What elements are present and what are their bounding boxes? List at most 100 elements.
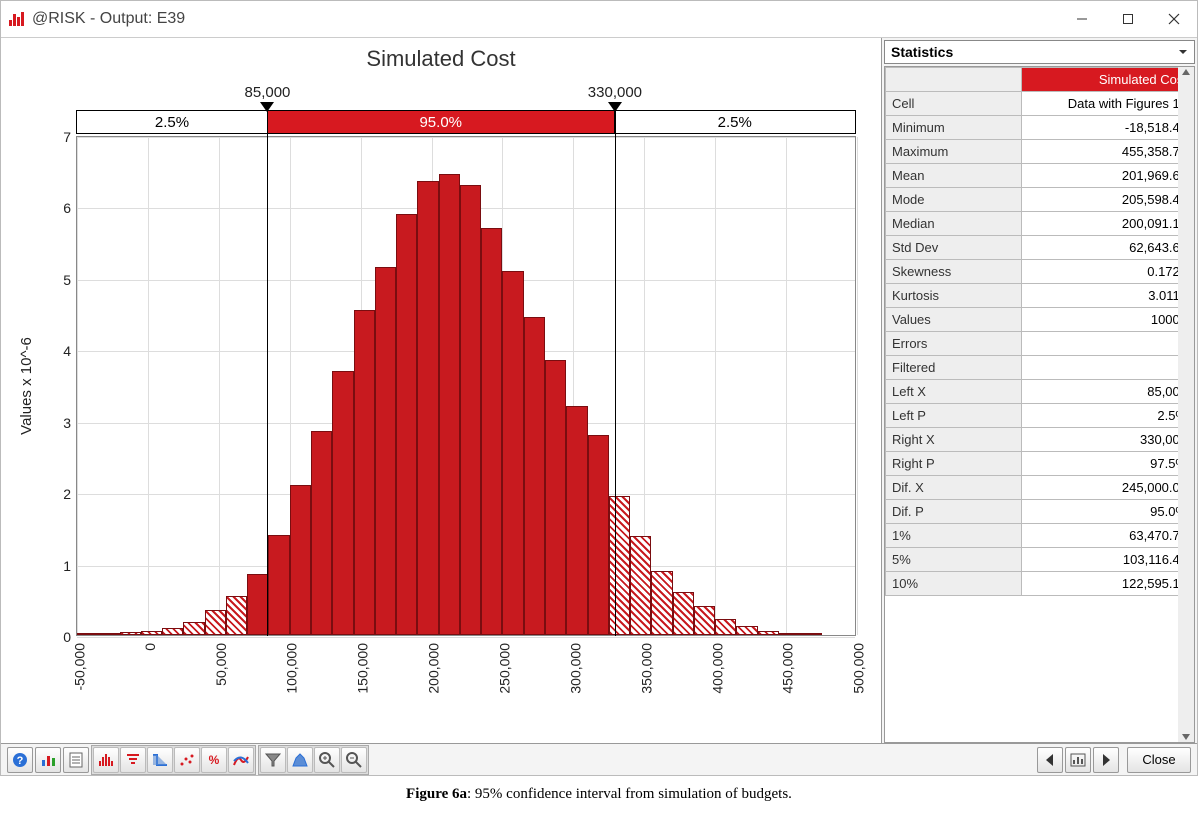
stats-row: 1%63,470.72 [886,524,1194,548]
graph-view-button[interactable] [1065,747,1091,773]
stats-row-label: Kurtosis [886,284,1022,308]
histogram-button[interactable] [93,747,119,773]
stats-row-label: Median [886,212,1022,236]
stats-row: Mean201,969.66 [886,164,1194,188]
chart-title: Simulated Cost [1,38,881,74]
stats-scrollbar[interactable] [1178,67,1194,742]
x-tick-label: 0 [142,643,158,651]
stats-row-value: 0 [1021,332,1193,356]
stats-row: Skewness0.1727 [886,260,1194,284]
app-icon [9,12,24,26]
stats-row: Dif. P95.0% [886,500,1194,524]
stats-row: 10%122,595.14 [886,572,1194,596]
prev-button[interactable] [1037,747,1063,773]
cumulative-button[interactable] [147,747,173,773]
stats-row-label: Minimum [886,116,1022,140]
y-tick-label: 6 [63,200,77,216]
fit-button[interactable] [287,747,313,773]
stats-row-label: Maximum [886,140,1022,164]
filter-button[interactable] [260,747,286,773]
histogram-bar [332,371,353,635]
help-button[interactable]: ? [7,747,33,773]
percentile-segment[interactable]: 2.5% [77,111,268,133]
toolbar: ? % Close [1,743,1197,775]
histogram-bar [226,596,247,635]
bar-chart-icon [39,751,57,769]
histogram-bar [417,181,438,635]
stats-row: Right X330,000 [886,428,1194,452]
percentile-segment[interactable]: 95.0% [268,111,615,133]
percent-button[interactable]: % [201,747,227,773]
minimize-button[interactable] [1059,1,1105,37]
scatter-icon [178,751,196,769]
histogram-bar [758,631,779,635]
next-button[interactable] [1093,747,1119,773]
tornado-button[interactable] [120,747,146,773]
right-delimiter-label: 330,000 [588,84,642,101]
x-tick-label: 200,000 [426,643,442,694]
stats-row-label: Values [886,308,1022,332]
scatter-button[interactable] [174,747,200,773]
stats-row: Mode205,598.47 [886,188,1194,212]
y-tick-label: 1 [63,558,77,574]
maximize-button[interactable] [1105,1,1151,37]
svg-text:?: ? [17,755,24,767]
stats-row-value: 122,595.14 [1021,572,1193,596]
svg-text:%: % [209,753,220,767]
histogram-bar [779,633,800,635]
stats-row-value: 63,470.72 [1021,524,1193,548]
percentile-segment[interactable]: 2.5% [615,111,855,133]
close-panel-button[interactable]: Close [1127,747,1191,773]
content-area: Simulated Cost 85,000 330,000 2.5%95.0%2… [1,37,1197,743]
stats-row-value: 85,000 [1021,380,1193,404]
zoom-out-button[interactable] [341,747,367,773]
stats-table: Simulated Cost CellData with Figures 1..… [884,66,1195,743]
percentile-bar[interactable]: 2.5%95.0%2.5% [76,110,856,134]
toolbar-group-2 [258,745,369,775]
stats-row: Right P97.5% [886,452,1194,476]
stats-row-label: Left P [886,404,1022,428]
y-tick-label: 3 [63,415,77,431]
close-button[interactable] [1151,1,1197,37]
histogram-bar [290,485,311,635]
stats-row-label: Mean [886,164,1022,188]
stats-row-label: Filtered [886,356,1022,380]
stats-header-blank [886,68,1022,92]
stats-row-value: 103,116.42 [1021,548,1193,572]
stats-row-value: Data with Figures 1.. [1021,92,1193,116]
stats-dropdown[interactable]: Statistics [884,40,1195,64]
stats-row-label: Skewness [886,260,1022,284]
histogram-bar [439,174,460,635]
overlay-icon [232,751,250,769]
delimiter-line[interactable] [615,110,616,636]
x-tick-label: 300,000 [567,643,583,694]
stats-row-value: 205,598.47 [1021,188,1193,212]
chart-pane: Simulated Cost 85,000 330,000 2.5%95.0%2… [1,38,881,743]
report-icon [67,751,85,769]
next-icon [1097,751,1115,769]
x-tick-label: 400,000 [709,643,725,694]
histogram-bar [120,632,141,635]
scroll-up-icon[interactable] [1181,67,1191,77]
y-tick-label: 7 [63,129,77,145]
overlay-button[interactable] [228,747,254,773]
x-tick-label: 350,000 [638,643,654,694]
stats-row: Maximum455,358.73 [886,140,1194,164]
stats-row: Median200,091.12 [886,212,1194,236]
histogram-bar [588,435,609,635]
stats-row-label: Errors [886,332,1022,356]
bar-chart-button[interactable] [35,747,61,773]
stats-row: Dif. X245,000.00 [886,476,1194,500]
stats-row: Minimum-18,518.40 [886,116,1194,140]
delimiter-line[interactable] [267,110,268,636]
fit-icon [291,751,309,769]
stats-row-value: 97.5% [1021,452,1193,476]
prev-icon [1041,751,1059,769]
scroll-down-icon[interactable] [1181,732,1191,742]
stats-row-label: Right X [886,428,1022,452]
stats-row-value: 3.0117 [1021,284,1193,308]
stats-row-value: 200,091.12 [1021,212,1193,236]
zoom-in-button[interactable] [314,747,340,773]
report-button[interactable] [63,747,89,773]
plot-area[interactable]: -50,000050,000100,000150,000200,000250,0… [76,136,856,636]
